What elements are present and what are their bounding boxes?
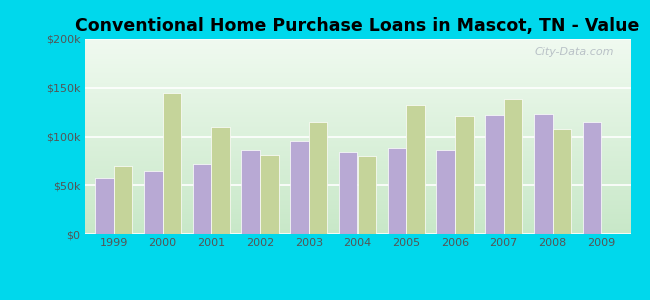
- Bar: [290, 141, 309, 234]
- Bar: [193, 164, 211, 234]
- Bar: [339, 152, 358, 234]
- Bar: [260, 155, 278, 234]
- Bar: [437, 150, 455, 234]
- Bar: [309, 122, 327, 234]
- Bar: [534, 114, 552, 234]
- Bar: [162, 93, 181, 234]
- Bar: [455, 116, 473, 234]
- Title: Conventional Home Purchase Loans in Mascot, TN - Value: Conventional Home Purchase Loans in Masc…: [75, 17, 640, 35]
- Bar: [406, 105, 425, 234]
- Bar: [242, 150, 260, 234]
- Bar: [504, 99, 523, 234]
- Bar: [95, 178, 114, 234]
- Bar: [114, 166, 133, 234]
- Bar: [144, 171, 162, 234]
- Text: City-Data.com: City-Data.com: [534, 47, 614, 57]
- Bar: [583, 122, 601, 234]
- Bar: [485, 115, 504, 234]
- Bar: [387, 148, 406, 234]
- Bar: [358, 156, 376, 234]
- Bar: [211, 127, 230, 234]
- Bar: [552, 129, 571, 234]
